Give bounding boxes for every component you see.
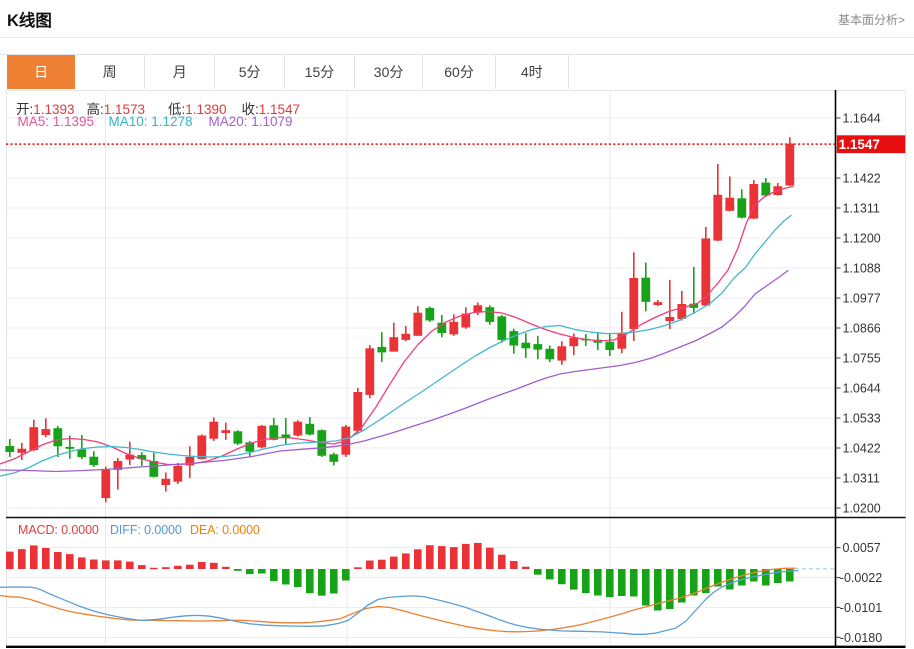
svg-text:1.1422: 1.1422: [843, 172, 881, 186]
svg-text:1.0644: 1.0644: [843, 382, 881, 396]
svg-text:1.1547: 1.1547: [839, 137, 880, 152]
svg-text:1.0866: 1.0866: [843, 322, 881, 336]
svg-text:-0.0101: -0.0101: [840, 601, 882, 615]
svg-text:1.0422: 1.0422: [843, 442, 881, 456]
svg-text:1.0755: 1.0755: [843, 352, 881, 366]
svg-text:-0.0022: -0.0022: [840, 571, 882, 585]
svg-text:0.0057: 0.0057: [843, 541, 881, 555]
svg-text:1.1644: 1.1644: [843, 112, 881, 126]
svg-text:-0.0180: -0.0180: [840, 631, 882, 645]
svg-text:1.1088: 1.1088: [843, 262, 881, 276]
svg-text:1.0311: 1.0311: [843, 472, 880, 486]
svg-text:1.0977: 1.0977: [843, 292, 881, 306]
svg-text:1.0200: 1.0200: [843, 502, 881, 516]
svg-text:1.1311: 1.1311: [843, 202, 880, 216]
svg-text:1.1200: 1.1200: [843, 232, 881, 246]
svg-text:1.0533: 1.0533: [843, 412, 881, 426]
